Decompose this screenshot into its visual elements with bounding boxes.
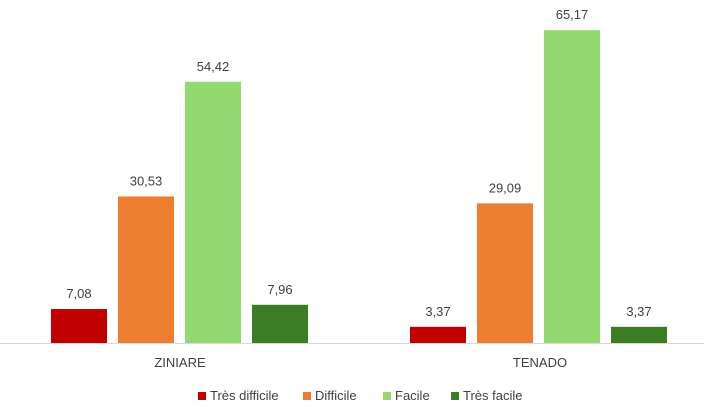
value-label-tenado-tres-difficile: 3,37 xyxy=(425,304,450,319)
category-label-tenado: TENADO xyxy=(513,355,567,370)
legend-label-tres-difficile: Très difficile xyxy=(210,388,279,403)
legend-item-facile: Facile xyxy=(383,388,430,403)
bar-tenado-tres-difficile xyxy=(410,326,466,343)
bar-tenado-facile xyxy=(544,30,600,344)
bar-tenado-difficile xyxy=(477,203,533,343)
legend-swatch-facile xyxy=(383,392,391,400)
value-label-ziniare-tres-difficile: 7,08 xyxy=(66,286,91,301)
legend-item-tres-facile: Très facile xyxy=(451,388,522,403)
category-labels-group: ZINIARE TENADO xyxy=(154,355,567,370)
value-label-tenado-difficile: 29,09 xyxy=(489,180,522,195)
value-label-ziniare-facile: 54,42 xyxy=(197,59,230,74)
bar-ziniare-difficile xyxy=(118,196,174,343)
bar-ziniare-facile xyxy=(185,81,241,343)
legend-label-difficile: Difficile xyxy=(315,388,357,403)
bar-ziniare-tres-facile xyxy=(252,304,308,343)
value-label-tenado-facile: 65,17 xyxy=(556,7,589,22)
legend-item-difficile: Difficile xyxy=(303,388,357,403)
value-label-ziniare-tres-facile: 7,96 xyxy=(267,282,292,297)
bar-ziniare-tres-difficile xyxy=(51,309,107,343)
legend-label-tres-facile: Très facile xyxy=(463,388,522,403)
value-labels-group: 7,08 30,53 54,42 7,96 3,37 29,09 65,17 3,37 xyxy=(66,7,651,319)
legend-swatch-tres-facile xyxy=(451,392,459,400)
legend-swatch-tres-difficile xyxy=(198,392,206,400)
legend-item-tres-difficile: Très difficile xyxy=(198,388,279,403)
bar-tenado-tres-facile xyxy=(611,326,667,343)
legend: Très difficile Difficile Facile Très facile xyxy=(198,388,522,403)
category-label-ziniare: ZINIARE xyxy=(154,355,206,370)
legend-label-facile: Facile xyxy=(395,388,430,403)
bars-group xyxy=(51,30,667,344)
value-label-ziniare-difficile: 30,53 xyxy=(130,173,163,188)
value-label-tenado-tres-facile: 3,37 xyxy=(626,304,651,319)
legend-swatch-difficile xyxy=(303,392,311,400)
